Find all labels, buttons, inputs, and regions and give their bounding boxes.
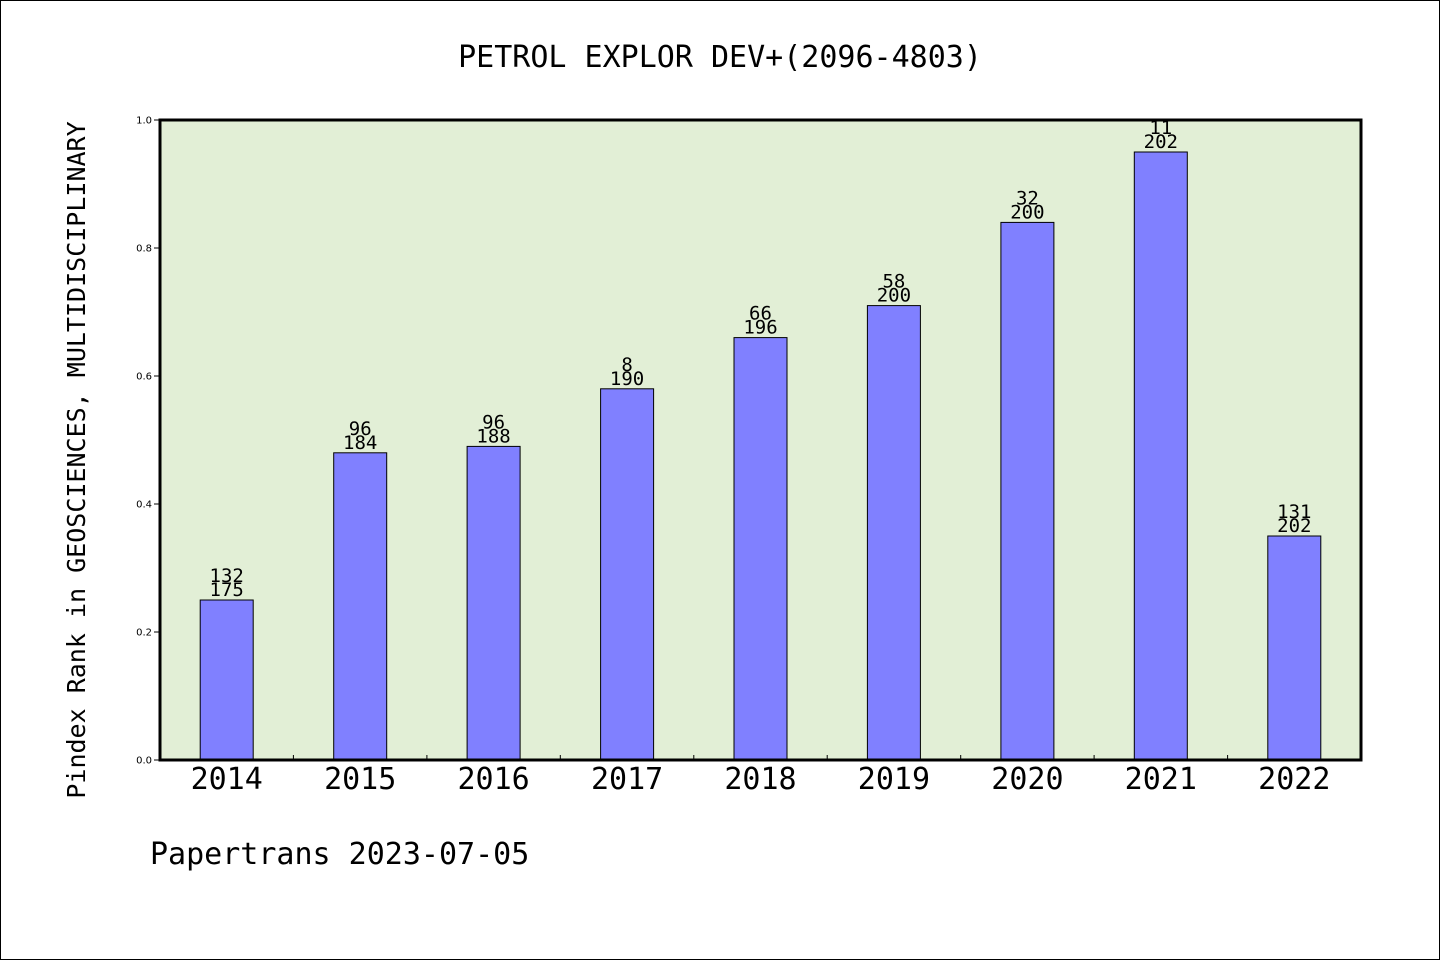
bar-2022: [1267, 535, 1322, 761]
y-tick-label-1.0: 1.0: [136, 116, 152, 127]
x-tick-label-2017: 2017: [591, 762, 663, 797]
x-tick-label-2021: 2021: [1125, 762, 1197, 797]
x-tick-label-2020: 2020: [991, 762, 1063, 797]
rank-label-2017: 8: [621, 354, 632, 376]
footer-note: Papertrans 2023-07-05: [150, 837, 529, 872]
bar-2018: [733, 337, 788, 761]
bar-2021: [1133, 151, 1188, 761]
total-label-2022: 202: [1277, 515, 1311, 537]
x-tick-label-2018: 2018: [724, 762, 796, 797]
rank-label-2019: 58: [882, 271, 905, 293]
y-tick-label-0.0: 0.0: [136, 756, 152, 767]
x-tick-label-2014: 2014: [191, 762, 263, 797]
total-label-2021: 202: [1144, 131, 1178, 153]
x-tick-label-2022: 2022: [1258, 762, 1330, 797]
chart-title: PETROL EXPLOR DEV+(2096-4803): [458, 40, 982, 75]
bar-2016: [466, 445, 521, 761]
y-axis-label: Pindex Rank in GEOSCIENCES, MULTIDISCIPL…: [62, 121, 91, 798]
y-tick-label-0.2: 0.2: [136, 628, 152, 639]
total-label-2015: 184: [343, 432, 377, 454]
rank-label-2016: 96: [482, 411, 505, 433]
x-tick-label-2016: 2016: [457, 762, 529, 797]
bar-2020: [1000, 221, 1055, 761]
bars-group: [199, 151, 1322, 761]
total-label-2016: 188: [476, 425, 510, 447]
rank-label-2022: 131: [1277, 501, 1311, 523]
rank-label-2018: 66: [749, 303, 772, 325]
bar-2019: [866, 305, 921, 761]
bar-2014: [199, 599, 254, 761]
y-tick-label-0.6: 0.6: [136, 372, 152, 383]
total-label-2014: 175: [210, 579, 244, 601]
bar-2017: [600, 388, 655, 761]
rank-label-2015: 96: [349, 418, 372, 440]
total-label-2018: 196: [743, 317, 777, 339]
x-tick-label-2019: 2019: [858, 762, 930, 797]
y-tick-label-0.4: 0.4: [136, 500, 152, 511]
total-label-2020: 200: [1010, 201, 1044, 223]
x-tick-label-2015: 2015: [324, 762, 396, 797]
rank-label-2020: 32: [1016, 187, 1039, 209]
bar-2015: [333, 452, 388, 761]
total-label-2017: 190: [610, 368, 644, 390]
rank-label-2014: 132: [210, 565, 244, 587]
ticks-group: 2014 2015 2016 2017 2018 2019 2020 2021 2022 0.0 0…: [136, 116, 1330, 798]
y-tick-label-0.8: 0.8: [136, 244, 152, 255]
plot-border: [158, 118, 1363, 762]
total-label-2019: 200: [877, 285, 911, 307]
data-labels-group: 1321759618496188819066196582003220011202…: [210, 117, 1312, 601]
rank-label-2021: 11: [1149, 117, 1172, 139]
